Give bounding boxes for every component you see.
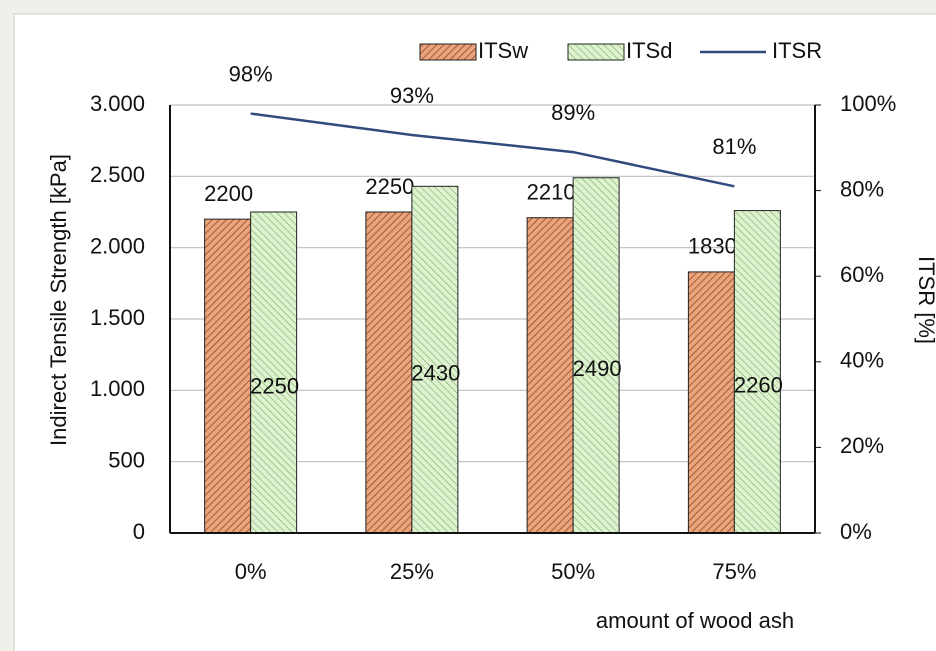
data-label: 81% <box>712 134 756 159</box>
data-label: 2250 <box>250 373 299 398</box>
chart-area <box>13 13 936 651</box>
data-label: 89% <box>551 100 595 125</box>
y-tick-label: 2.500 <box>90 162 145 187</box>
y2-tick-label: 0% <box>840 519 872 544</box>
data-label: 98% <box>229 61 273 86</box>
data-label: 2200 <box>204 181 253 206</box>
y-tick-label: 2.000 <box>90 233 145 258</box>
data-label: 2430 <box>411 360 460 385</box>
x-tick-label: 0% <box>235 559 267 584</box>
data-label: 2210 <box>527 180 576 205</box>
y-tick-label: 1.000 <box>90 376 145 401</box>
y2-tick-label: 60% <box>840 262 884 287</box>
bar <box>204 218 252 534</box>
y-tick-label: 3.000 <box>90 91 145 116</box>
bar <box>572 177 620 534</box>
bar <box>365 211 413 534</box>
bar <box>526 217 574 534</box>
line-series <box>250 112 735 188</box>
y2-tick-label: 80% <box>840 176 884 201</box>
y2-tick-label: 100% <box>840 91 896 116</box>
data-label: 2490 <box>573 356 622 381</box>
bar <box>411 185 459 534</box>
legend-swatch <box>419 43 477 61</box>
bar <box>687 271 735 534</box>
legend-label: ITSw <box>478 38 528 63</box>
y-tick-label: 0 <box>133 519 145 544</box>
y2-tick-label: 20% <box>840 433 884 458</box>
legend-swatch <box>567 43 625 61</box>
legend-label: ITSR <box>772 38 822 63</box>
x-tick-label: 25% <box>390 559 434 584</box>
y-tick-label: 1.500 <box>90 305 145 330</box>
y-axis-label: Indirect Tensile Strength [kPa] <box>46 154 71 446</box>
x-tick-label: 50% <box>551 559 595 584</box>
bar <box>250 211 298 534</box>
y2-tick-label: 40% <box>840 348 884 373</box>
bar <box>733 210 781 534</box>
legend-label: ITSd <box>626 38 672 63</box>
y2-axis-label: ITSR [%] <box>914 256 936 344</box>
data-label: 1830 <box>688 234 737 259</box>
x-axis-label: amount of wood ash <box>596 608 794 633</box>
x-tick-label: 75% <box>712 559 756 584</box>
data-label: 2260 <box>734 373 783 398</box>
y-tick-label: 500 <box>108 447 145 472</box>
data-label: 93% <box>390 83 434 108</box>
data-label: 2250 <box>365 174 414 199</box>
